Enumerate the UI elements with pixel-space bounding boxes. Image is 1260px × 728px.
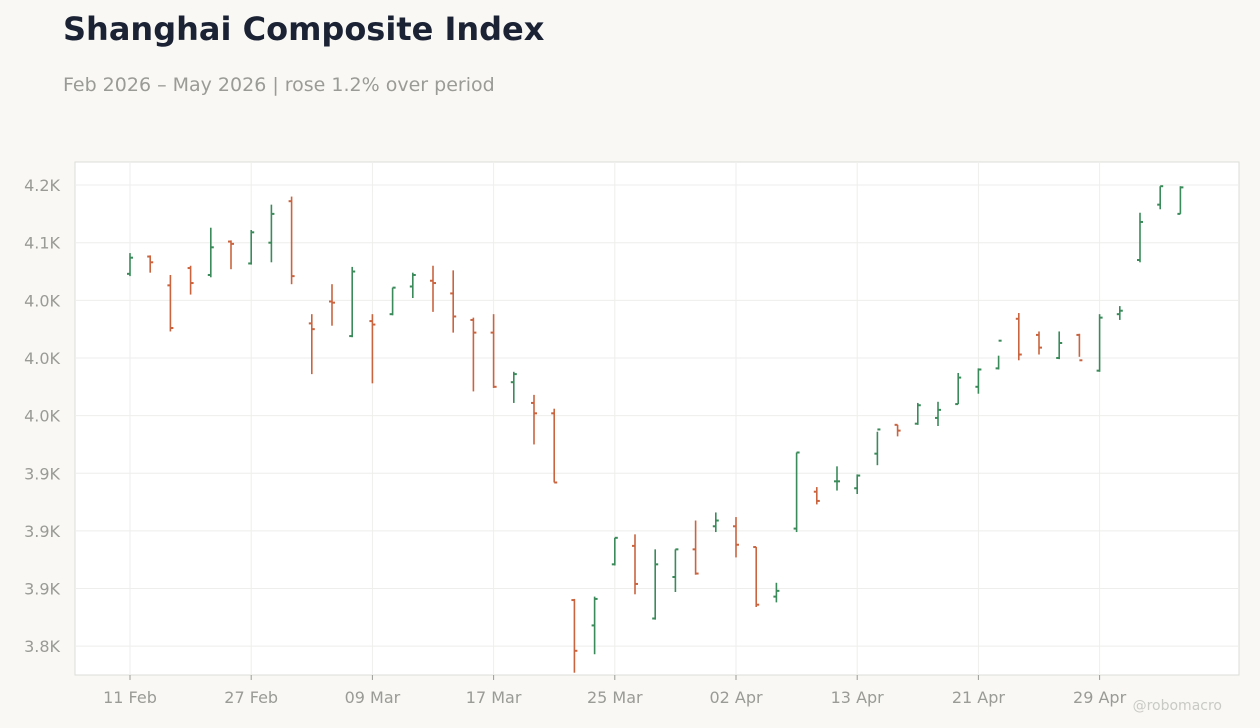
ohlc-bar [632,534,638,595]
ohlc-bar [470,317,477,392]
ohlc-bar [248,230,255,265]
ohlc-bar [773,582,780,603]
ohlc-bar [329,284,335,326]
watermark: @robomacro [1132,698,1222,714]
grid-lines [75,162,1239,675]
ohlc-bar [228,240,234,270]
ohlc-bar [389,286,396,316]
ohlc-bar [409,272,416,299]
ohlc-bar [652,549,659,620]
ohlc-bar [1177,186,1184,215]
ohlc-bar [1056,331,1063,360]
ohlc-bar [672,548,679,592]
x-tick-label: 02 Apr [709,688,763,707]
ohlc-bar [753,546,760,607]
ohlc-bar [1137,212,1143,263]
x-tick-label: 09 Mar [345,688,401,707]
ohlc-bar [1015,313,1022,361]
ohlc-bar [1096,314,1103,372]
chart-title: Shanghai Composite Index [63,10,545,48]
ohlc-bar [955,372,962,406]
ohlc-bar [430,265,436,312]
ohlc-bar [1076,333,1083,362]
chart-subtitle: Feb 2026 – May 2026 | rose 1.2% over per… [63,74,495,96]
x-tick-label: 21 Apr [952,688,1006,707]
y-tick-label: 4.0K [24,349,60,368]
y-axis: 3.8K 3.9K 3.9K 3.9K 4.0K 4.0K 4.0K 4.1K 4.2K [24,176,60,656]
y-tick-label: 4.1K [24,234,60,253]
ohlc-bar [147,255,154,273]
x-tick-label: 11 Feb [103,688,157,707]
plot-area [74,161,1240,676]
x-tick-label: 27 Feb [224,688,278,707]
ohlc-bar [531,394,537,445]
ohlc-bar [308,314,315,375]
x-tick-label: 17 Mar [466,688,522,707]
ohlc-bar [1116,306,1123,320]
ohlc-bar [167,274,174,332]
ohlc-bar [813,487,820,505]
y-tick-label: 3.9K [24,464,60,483]
ohlc-bar [450,270,457,333]
ohlc-bar [914,402,921,425]
ohlc-bar [611,536,618,566]
ohlc-bar [591,596,598,655]
ohlc-bar [854,474,861,495]
ohlc-bar [1157,185,1164,210]
y-tick-label: 3.8K [24,637,60,656]
y-tick-label: 3.9K [24,522,60,541]
y-tick-label: 4.2K [24,176,60,195]
ohlc-bar [733,517,739,558]
ohlc-bar [712,512,719,533]
ohlc-bar [975,368,982,394]
ohlc-bar [935,401,941,426]
y-tick-label: 3.9K [24,580,60,599]
ohlc-bar [288,196,295,285]
ohlc-bar [369,314,376,384]
ohlc-bar [510,371,517,403]
ohlc-bar [551,408,558,484]
ohlc-bar [207,227,214,278]
x-axis: 11 Feb 27 Feb 09 Mar 17 Mar 25 Mar 02 Apr 13 A… [103,675,1127,707]
ohlc-bar [187,265,194,295]
ohlc-bar [490,314,497,388]
ohlc-bar [571,598,578,673]
x-tick-label: 13 Apr [831,688,885,707]
y-tick-label: 4.0K [24,407,60,426]
ohlc-bar [268,204,275,263]
x-tick-label: 25 Mar [587,688,643,707]
ohlc-series [127,185,1184,673]
ohlc-bar [874,428,881,466]
ohlc-bar [1036,331,1042,355]
ohlc-bar [349,266,356,338]
ohlc-bar [127,253,133,277]
y-tick-label: 4.0K [24,291,60,310]
ohlc-bar [894,423,901,437]
x-tick-label: 29 Apr [1073,688,1127,707]
ohlc-bar [692,520,699,575]
ohlc-bar [834,466,840,491]
ohlc-bar [793,451,800,533]
ohlc-bar [995,339,1002,370]
